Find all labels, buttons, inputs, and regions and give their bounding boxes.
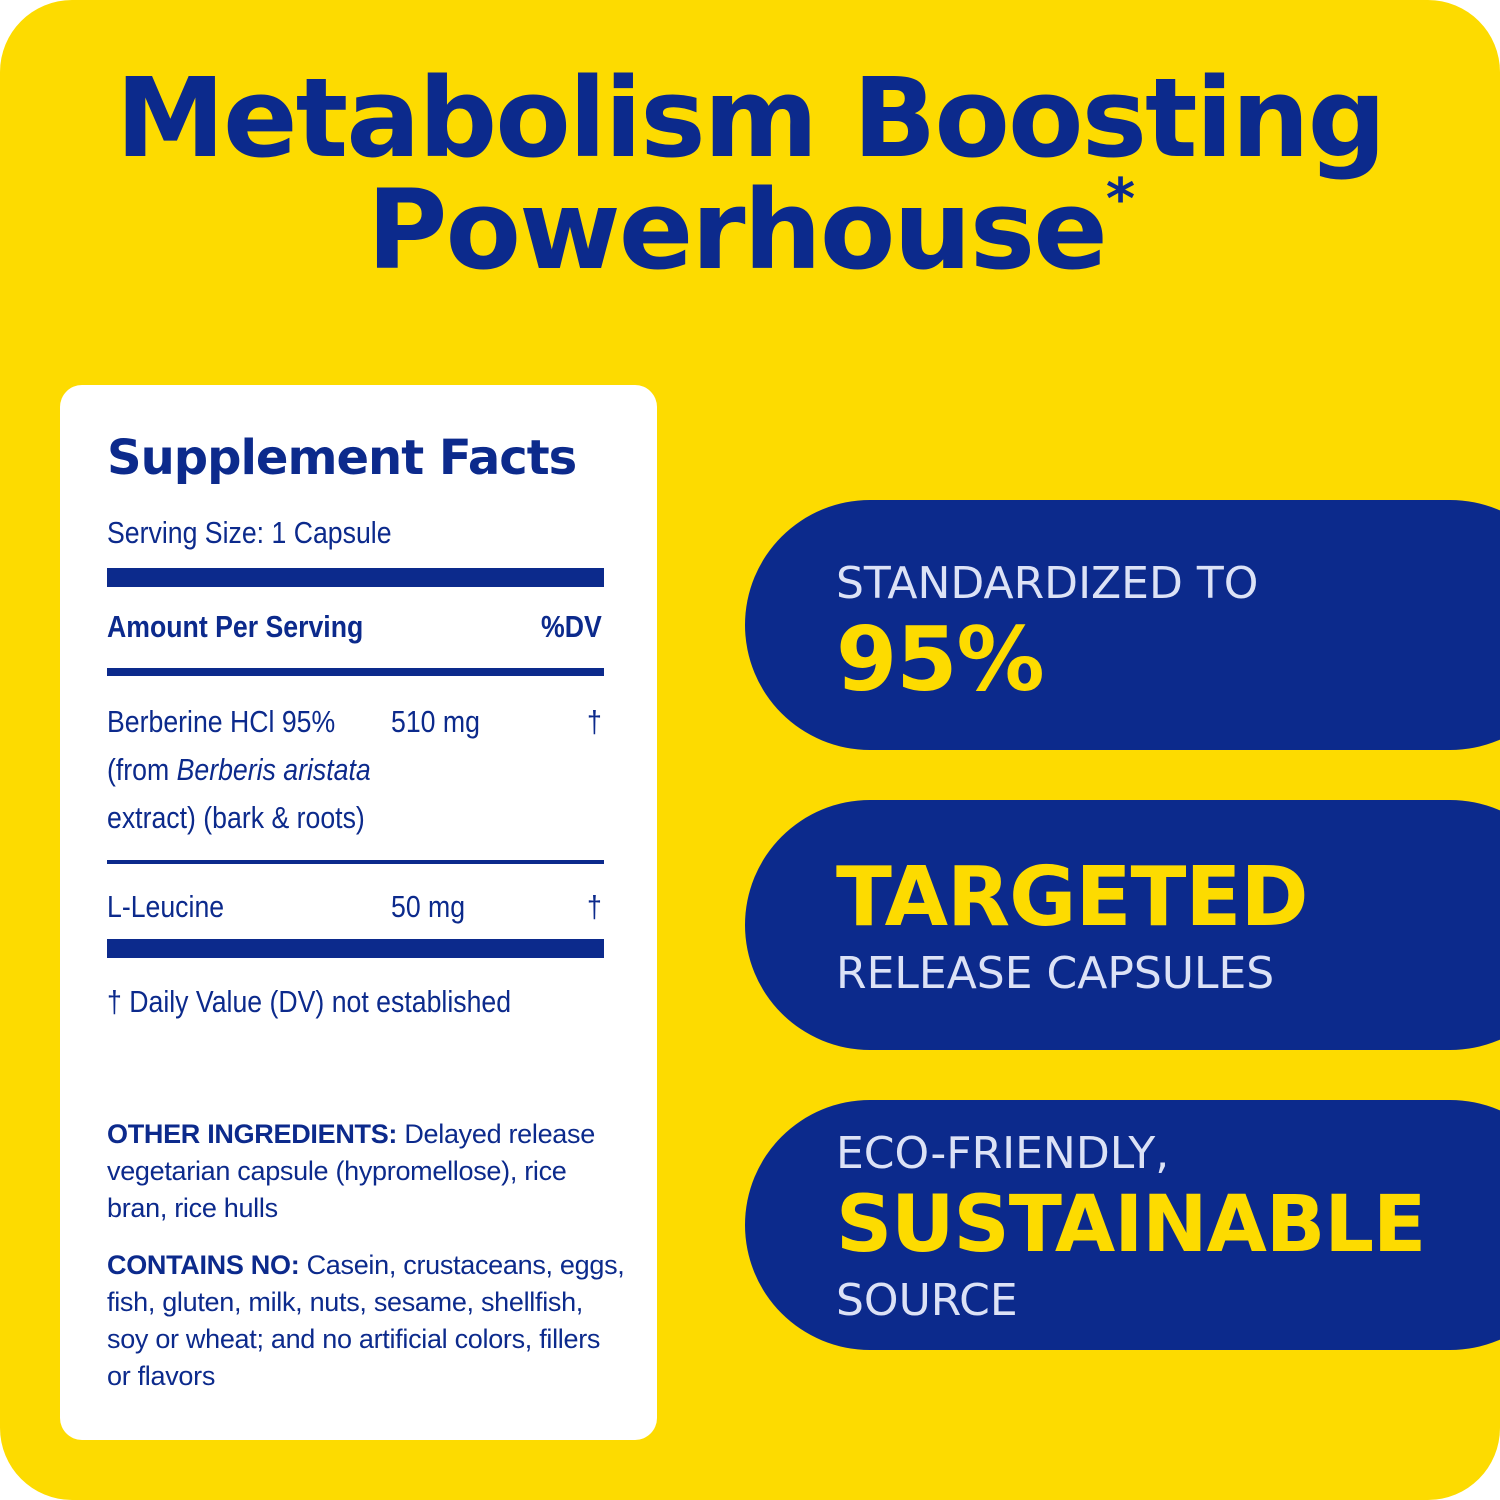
badge-sustainable-big: SUSTAINABLE bbox=[836, 1180, 1426, 1270]
leucine-amount: 50 mg bbox=[391, 889, 466, 924]
facts-title: Supplement Facts bbox=[107, 430, 577, 486]
badge-standardized-value: 95% bbox=[836, 608, 1045, 711]
badge-sustainable-top: ECO-FRIENDLY, bbox=[836, 1128, 1170, 1179]
divider-thin bbox=[107, 860, 604, 864]
badge-standardized-top: STANDARDIZED TO bbox=[836, 558, 1259, 609]
divider-thick-bottom bbox=[107, 939, 604, 958]
berberine-name-line-1: Berberine HCl 95% bbox=[107, 704, 336, 739]
berberine-source-prefix: (from bbox=[107, 752, 177, 787]
berberine-species: Berberis aristata bbox=[176, 752, 371, 787]
berberine-dv: † bbox=[587, 704, 602, 739]
leucine-dv: † bbox=[587, 889, 602, 924]
badge-sustainable: ECO-FRIENDLY, SUSTAINABLE SOURCE bbox=[745, 1100, 1500, 1350]
other-ingredients-label: OTHER INGREDIENTS: bbox=[107, 1119, 398, 1149]
leucine-name: L-Leucine bbox=[107, 889, 225, 924]
contains-no-text: Casein, crustaceans, eggs, fish, gluten,… bbox=[107, 1250, 625, 1391]
asterisk-mark: * bbox=[1105, 167, 1135, 232]
other-ingredients-text: Delayed release vegetarian capsule (hypr… bbox=[107, 1119, 595, 1223]
amount-per-serving-header: Amount Per Serving bbox=[107, 609, 364, 644]
dv-header: %DV bbox=[541, 609, 602, 644]
headline-line-1: Metabolism Boosting bbox=[115, 54, 1387, 182]
headline-word: Powerhouse bbox=[366, 166, 1108, 294]
headline: Metabolism Boosting Powerhouse* bbox=[0, 62, 1500, 286]
contains-no-label: CONTAINS NO: bbox=[107, 1250, 300, 1280]
other-ingredients: OTHER INGREDIENTS: Delayed release veget… bbox=[107, 1116, 627, 1227]
supplement-facts-card bbox=[60, 385, 657, 1440]
divider-medium bbox=[107, 668, 604, 676]
berberine-name-line-3: extract) (bark & roots) bbox=[107, 800, 365, 835]
headline-line-2: Powerhouse* bbox=[0, 172, 1500, 287]
dv-footnote: † Daily Value (DV) not established bbox=[107, 984, 512, 1019]
badge-targeted-bottom: RELEASE CAPSULES bbox=[836, 948, 1275, 999]
badge-targeted-big: TARGETED bbox=[836, 850, 1309, 945]
badge-targeted: TARGETED RELEASE CAPSULES bbox=[745, 800, 1500, 1050]
badge-standardized: STANDARDIZED TO 95% bbox=[745, 500, 1500, 750]
badge-sustainable-bottom: SOURCE bbox=[836, 1275, 1018, 1326]
berberine-amount: 510 mg bbox=[391, 704, 480, 739]
berberine-name-line-2: (from Berberis aristata bbox=[107, 752, 371, 788]
contains-no: CONTAINS NO: Casein, crustaceans, eggs, … bbox=[107, 1247, 627, 1395]
serving-size: Serving Size: 1 Capsule bbox=[107, 515, 392, 550]
divider-thick bbox=[107, 568, 604, 587]
